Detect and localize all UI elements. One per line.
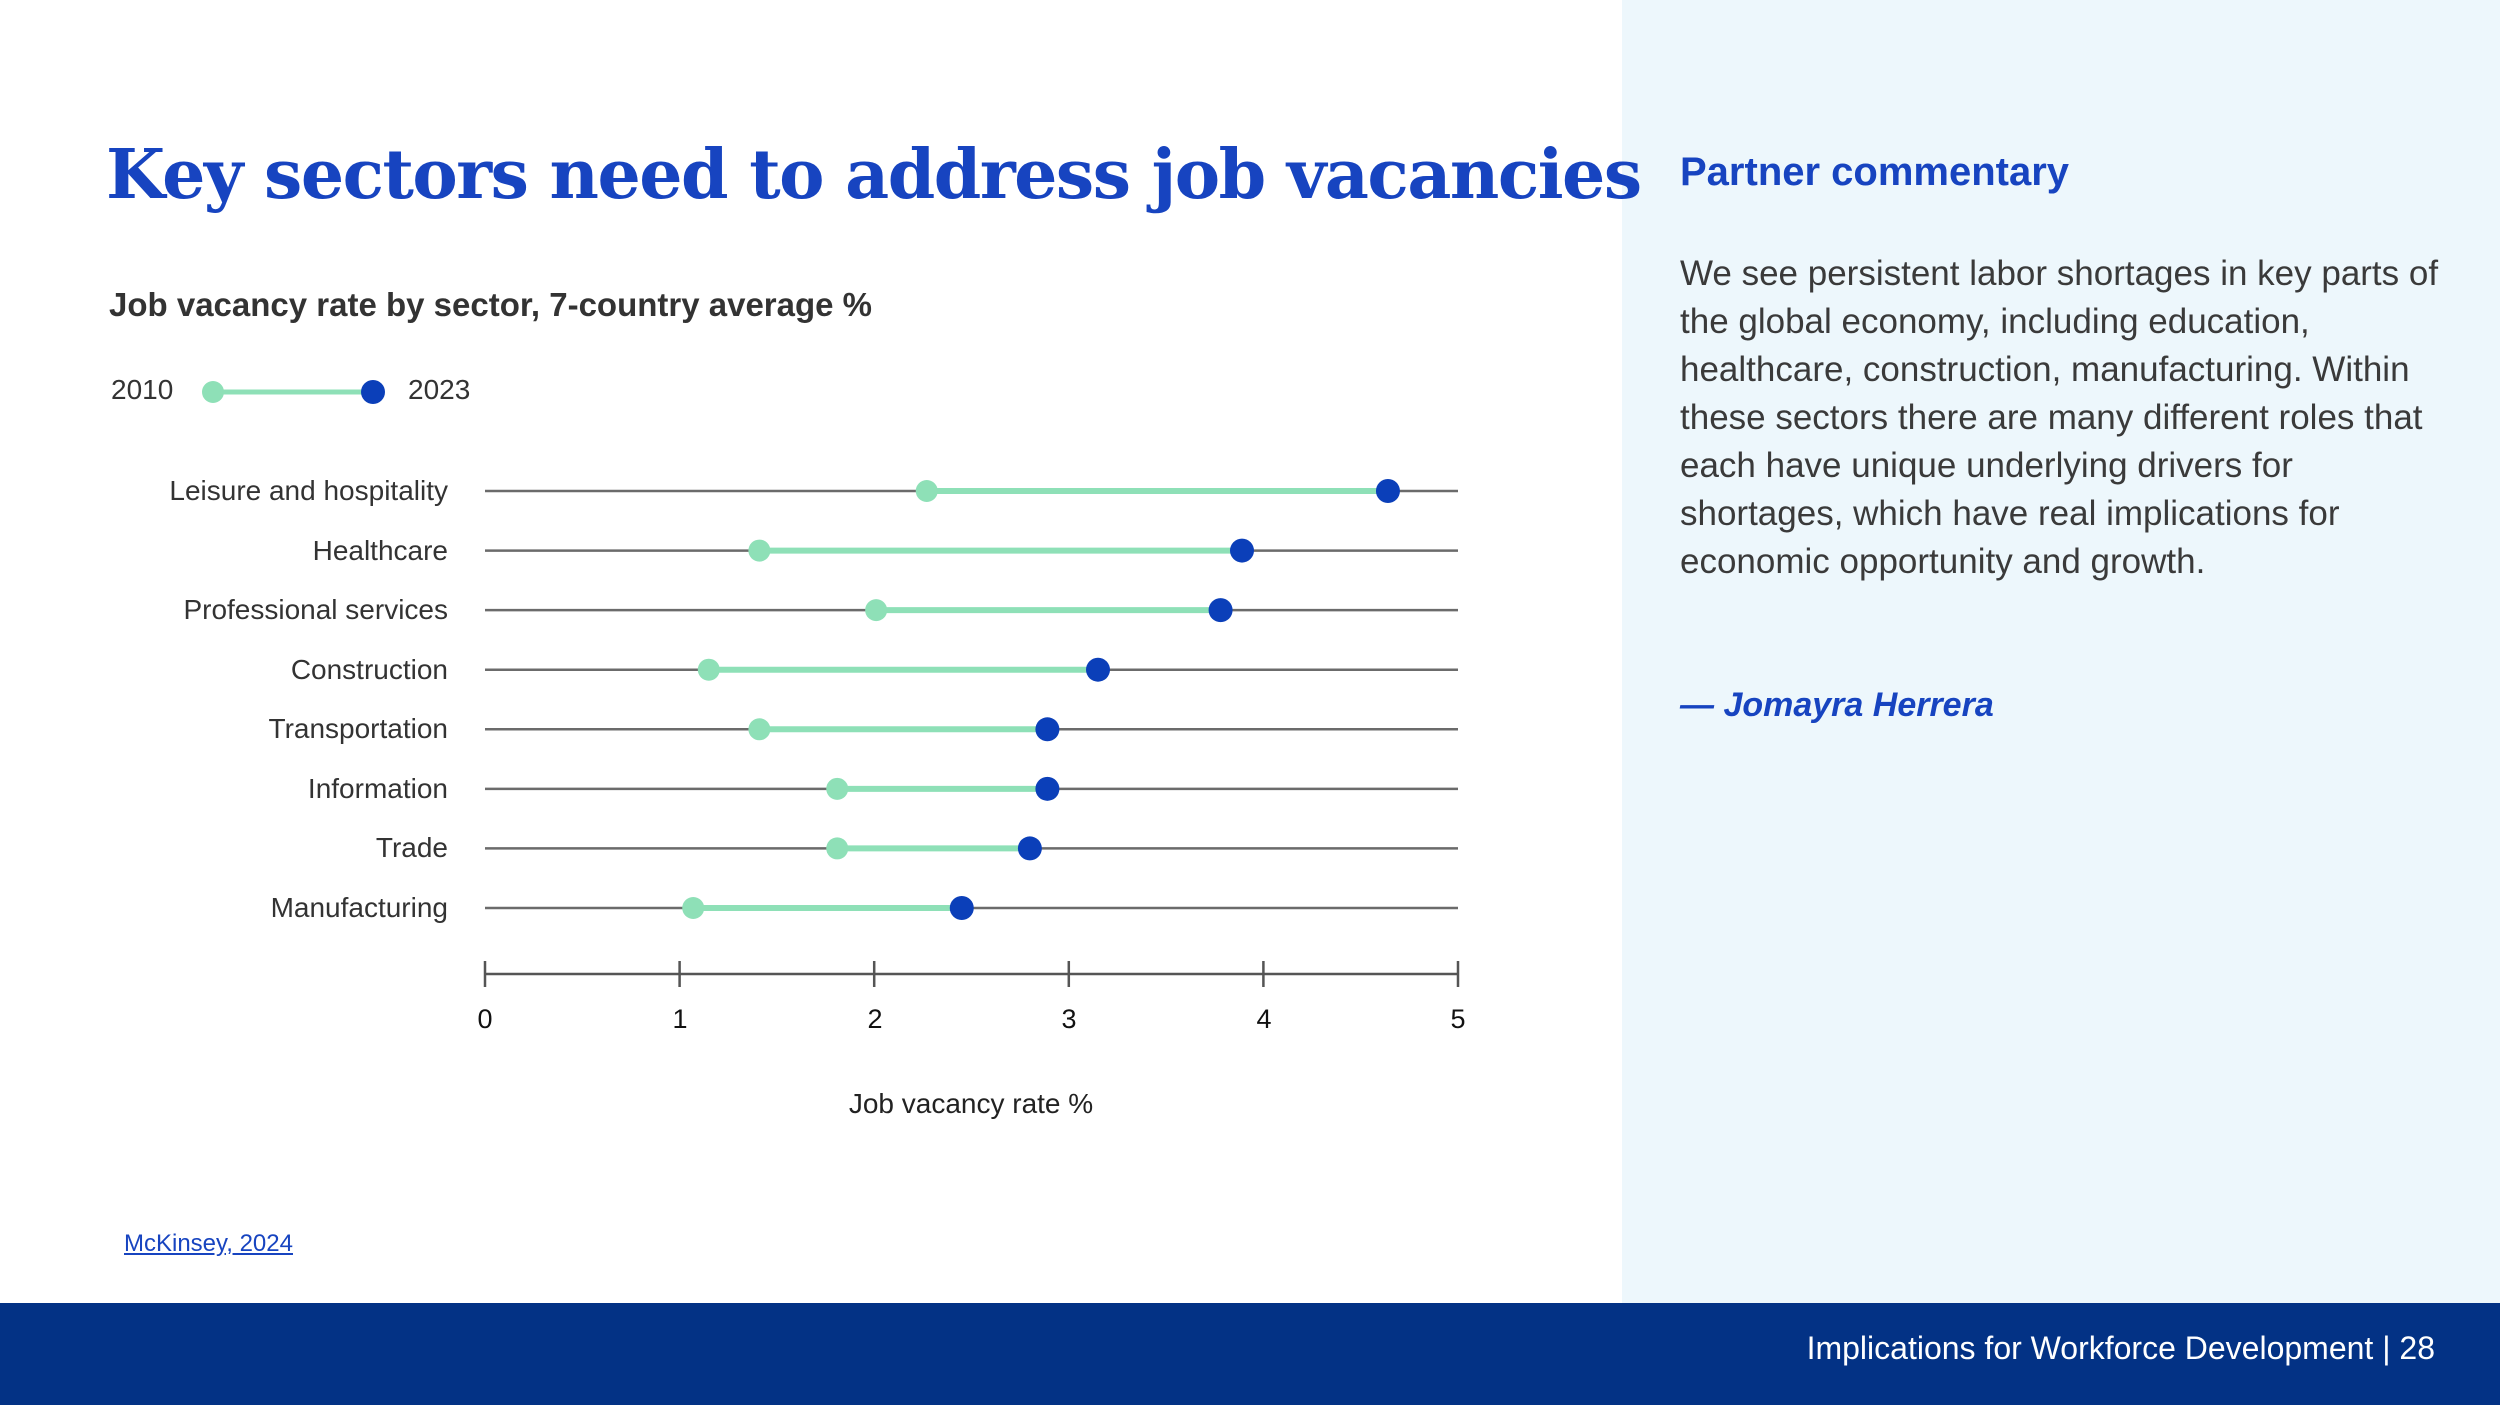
commentary-panel [1622,0,2500,1303]
sector-label: Transportation [268,713,449,744]
x-axis-title: Job vacancy rate % [848,1088,1094,1119]
sector-label: Construction [290,654,448,685]
sector-label: Professional services [183,594,448,625]
point-2023 [1035,776,1060,801]
point-2023 [1017,836,1042,861]
footer-page-label: Implications for Workforce Development |… [1806,1330,2435,1366]
x-tick-label: 2 [867,1004,883,1034]
point-2010 [682,896,705,919]
sector-label: Information [307,773,448,804]
point-2023 [1229,538,1254,563]
x-tick-label: 0 [477,1004,493,1034]
sector-label: Healthcare [312,535,448,566]
source-link[interactable]: McKinsey, 2024 [124,1230,293,1257]
page-title: Key sectors need to address job vacancie… [106,135,1642,215]
x-tick-label: 4 [1256,1004,1272,1034]
point-2010 [748,539,771,562]
point-2023 [1085,657,1110,682]
x-tick-label: 1 [672,1004,688,1034]
point-2023 [1035,717,1060,742]
point-2023 [949,895,974,920]
footer-bar [0,1303,2500,1405]
commentary-author: — Jomayra Herrera [1680,686,1994,724]
legend-end-label: 2023 [408,374,471,405]
commentary-heading: Partner commentary [1680,150,2070,194]
point-2023 [1375,479,1400,503]
x-tick-label: 5 [1450,1004,1466,1034]
point-2010 [865,599,888,622]
point-2010 [826,777,849,800]
x-tick-label: 3 [1061,1004,1077,1034]
commentary-body: We see persistent labor shortages in key… [1680,254,2439,581]
sector-label: Leisure and hospitality [169,475,448,506]
point-2010 [915,480,938,502]
point-2010 [748,718,771,741]
legend-start-label: 2010 [111,374,174,405]
sector-label: Manufacturing [270,892,448,923]
chart-title: Job vacancy rate by sector, 7-country av… [109,286,873,323]
point-2010 [697,658,720,681]
legend-end-dot [361,380,385,404]
point-2010 [826,837,849,860]
sector-label: Trade [375,832,448,863]
legend-start-dot [202,381,224,403]
point-2023 [1208,598,1233,623]
main-content-area [0,0,1622,1303]
